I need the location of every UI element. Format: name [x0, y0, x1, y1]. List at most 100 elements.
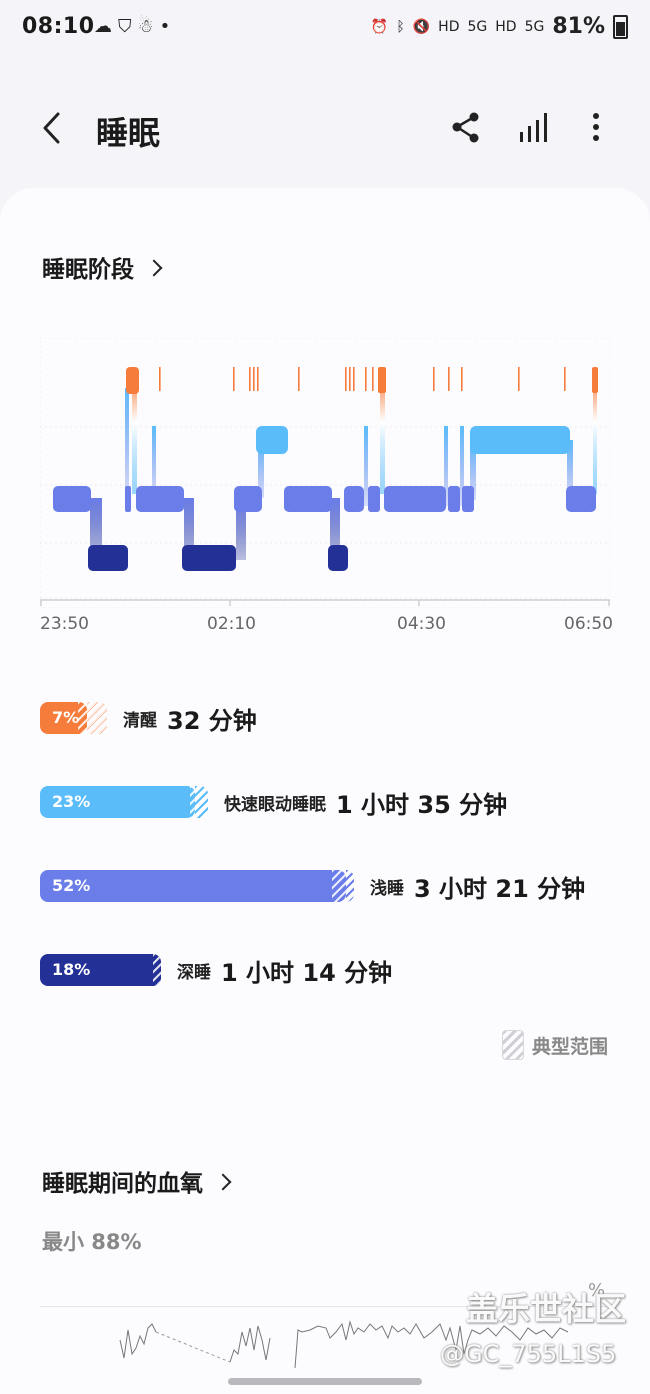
- transition: [184, 498, 194, 560]
- x-tick-label: 02:10: [207, 614, 256, 634]
- sleep-stage-chart: [40, 338, 610, 608]
- transition: [236, 498, 246, 560]
- transition: [444, 426, 448, 506]
- light-block: [53, 486, 91, 512]
- stage-bar-fill: [40, 954, 161, 986]
- bluetooth-icon: ᛒ: [396, 18, 405, 35]
- awake-tick: [349, 367, 351, 391]
- status-bar: 08:10 ☁⛉☃• ⏰ ᛒ 🔇 HD 5G HD 5G 81%: [0, 0, 650, 60]
- x-tick-label: 06:50: [564, 614, 613, 634]
- awake-tick: [345, 367, 347, 391]
- shield-icon: ⛉: [118, 16, 138, 37]
- home-indicator[interactable]: [228, 1378, 422, 1385]
- x-tick-label: 23:50: [40, 614, 89, 634]
- spo2-title: 睡眠期间的血氧: [42, 1171, 203, 1197]
- stage-percent: 18%: [52, 960, 91, 979]
- watermark-id: @GC_755L1S5: [440, 1340, 617, 1368]
- more-options-button[interactable]: [584, 108, 608, 146]
- statistics-button[interactable]: [516, 110, 554, 144]
- awake-tick: [564, 367, 566, 391]
- light-block: [125, 486, 131, 512]
- stage-bar-light: 52%: [40, 870, 354, 902]
- sleep-stages-title: 睡眠阶段: [42, 257, 134, 283]
- awake-tick: [159, 367, 161, 391]
- alarm-icon: ⏰: [370, 18, 389, 35]
- transition: [567, 440, 573, 498]
- stage-duration: 3 小时 21 分钟: [414, 874, 586, 903]
- stage-percent: 23%: [52, 792, 91, 811]
- light-block: [136, 486, 184, 512]
- typical-range-label: 典型范围: [531, 1035, 608, 1058]
- spo2-chart: [119, 1320, 569, 1369]
- cloud-icon: ☁: [94, 16, 118, 37]
- awake-tick: [249, 367, 251, 391]
- transition: [90, 498, 102, 558]
- stage-bar-fill: [40, 786, 195, 818]
- stage-row-light: 52% 浅睡 3 小时 21 分钟: [40, 870, 586, 903]
- awake-tick: [298, 367, 300, 391]
- stage-label: 浅睡: [370, 878, 404, 899]
- app-bar: 睡眠: [0, 90, 650, 166]
- transition: [380, 374, 385, 494]
- share-button[interactable]: [450, 110, 484, 144]
- stage-duration: 32 分钟: [167, 706, 257, 735]
- transition: [470, 440, 476, 500]
- stage-percent: 7%: [52, 708, 80, 727]
- x-axis: [40, 599, 610, 606]
- stage-bar-awake: 7%: [40, 702, 107, 734]
- typical-range-hatch: [332, 870, 354, 902]
- spo2-header[interactable]: 睡眠期间的血氧: [42, 1164, 232, 1198]
- rem-block: [470, 426, 570, 454]
- stage-label: 清醒: [123, 710, 157, 731]
- transition: [330, 498, 340, 560]
- hd-label-2: HD: [495, 18, 517, 35]
- typical-range-hatch: [190, 786, 208, 818]
- light-block: [566, 486, 596, 512]
- awake-tick: [353, 367, 355, 391]
- awake-tick: [433, 367, 435, 391]
- light-block: [384, 486, 446, 512]
- awake-tick: [461, 367, 463, 391]
- transition: [460, 426, 464, 506]
- light-block: [448, 486, 460, 512]
- stage-duration: 1 小时 35 分钟: [336, 790, 508, 819]
- status-left-icons: ☁⛉☃•: [94, 16, 176, 37]
- stage-bar-fill: [40, 870, 346, 902]
- stage-row-deep: 18% 深睡 1 小时 14 分钟: [40, 954, 393, 987]
- stage-bar-rem: 23%: [40, 786, 208, 818]
- awake-tick: [257, 367, 259, 391]
- deep-block: [182, 545, 236, 571]
- back-arrow-icon: [43, 112, 60, 144]
- awake-block: [378, 367, 386, 393]
- mute-icon: 🔇: [412, 18, 431, 35]
- typical-range-legend: 典型范围: [501, 1030, 608, 1060]
- light-block: [234, 486, 262, 512]
- stage-label: 深睡: [177, 962, 211, 983]
- share-icon: [452, 112, 479, 143]
- spo2-minimum: 最小 88%: [42, 1230, 142, 1254]
- awake-block: [126, 367, 139, 394]
- light-block: [344, 486, 364, 512]
- transition: [593, 374, 597, 494]
- awake-tick: [372, 367, 374, 391]
- awake-tick: [448, 367, 450, 391]
- stage-row-rem: 23% 快速眼动睡眠 1 小时 35 分钟: [40, 786, 508, 819]
- divider: [40, 1306, 610, 1307]
- watermark-title: 盖乐世社区: [466, 1290, 627, 1328]
- network-label-2: 5G: [524, 18, 545, 35]
- stage-bar-deep: 18%: [40, 954, 161, 986]
- battery-icon: [613, 14, 628, 39]
- stage-duration: 1 小时 14 分钟: [221, 958, 393, 987]
- typical-range-hatch: [153, 954, 161, 986]
- stage-percent: 52%: [52, 876, 91, 895]
- back-button[interactable]: [36, 108, 70, 148]
- awake-block: [592, 367, 598, 393]
- network-label-1: 5G: [467, 18, 488, 35]
- hd-label-1: HD: [438, 18, 460, 35]
- transition: [258, 440, 264, 498]
- awake-tick: [233, 367, 235, 391]
- awake-tick: [365, 367, 367, 391]
- spo2-unit: %: [588, 1280, 606, 1301]
- sleep-stages-header[interactable]: 睡眠阶段: [42, 250, 163, 284]
- transition: [125, 388, 129, 498]
